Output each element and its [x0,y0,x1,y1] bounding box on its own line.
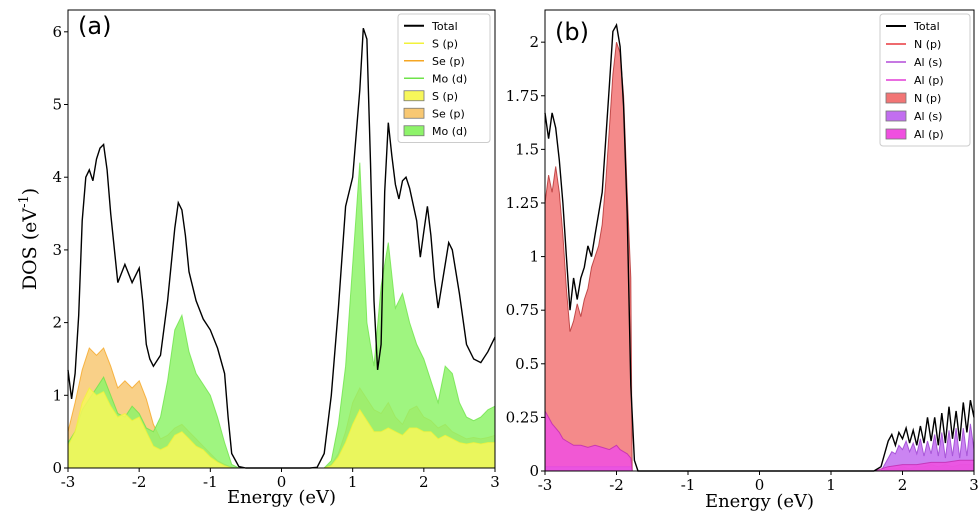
series-area-n-p [545,42,974,471]
y-axis-label-main: DOS (eV [19,208,41,291]
x-tick-label: 2 [898,476,908,494]
panel-b-x-axis-label: Energy (eV) [705,491,814,512]
legend-label: Total [913,20,940,33]
legend-label: Al (p) [914,74,944,87]
y-tick-label: 3 [52,241,62,259]
legend-label: S (p) [432,90,458,103]
legend-swatch-fill [885,92,907,104]
series-area-mo-d [68,162,495,468]
y-tick-label: 0.5 [515,355,539,373]
x-tick-label: 1 [348,473,358,491]
x-tick-label: -1 [681,476,696,494]
legend-label: Al (s) [914,110,942,123]
legend-swatch-fill [403,107,425,119]
panel-a-label: (a) [78,12,111,40]
y-tick-label: 0.25 [506,408,539,426]
y-tick-label: 6 [52,23,62,41]
y-axis-label: DOS (eV-1) [17,188,41,290]
y-tick-label: 5 [52,96,62,114]
x-tick-label: -3 [538,476,553,494]
x-tick-label: 1 [826,476,836,494]
y-tick-label: 0 [52,459,62,477]
x-tick-label: -2 [132,473,147,491]
y-tick-label: 2 [52,314,62,332]
x-tick-label: -1 [203,473,218,491]
panel-b-ticks: -3 -2 -1 0 1 2 3 0 0.25 0.5 0.75 1 1.25 1.5 1.75 2 [506,33,978,494]
y-tick-label: 0 [529,462,539,480]
legend-label: Se (p) [432,55,465,68]
y-tick-label: 1 [529,248,539,266]
panel-b-legend: Total N (p) Al (s) Al (p) N (p) Al (s) Al (p) [879,13,971,147]
y-tick-label: 4 [52,168,62,186]
legend-label: Mo (d) [432,125,467,138]
x-tick-label: 0 [755,476,765,494]
series-area-s-p [68,388,495,468]
x-tick-label: -2 [609,476,624,494]
y-axis-label-superscript: -1 [17,195,32,208]
panel-a-legend: Total S (p) Se (p) Mo (d) S (p) Se (p) Mo (d) [397,13,491,143]
legend-swatch-fill [403,125,425,137]
legend-label: Total [431,20,458,33]
x-tick-label: 2 [419,473,429,491]
legend-label: N (p) [914,38,941,51]
series-edge-al-p [544,410,974,472]
y-axis-label-close: ) [19,188,41,195]
y-tick-label: 1.25 [506,194,539,212]
y-tick-label: 1.75 [506,87,539,105]
legend-swatch-fill [403,90,425,102]
y-tick-label: 1.5 [515,140,539,158]
panel-a-ticks: -3 -2 -1 0 1 2 3 0 1 2 3 4 5 6 [52,23,499,491]
legend-label: Al (s) [914,56,942,69]
y-tick-label: 0.75 [506,301,539,319]
y-tick-label: 2 [529,33,539,51]
legend-label: S (p) [432,37,458,50]
x-tick-label: 0 [277,473,287,491]
legend-label: Mo (d) [432,72,467,85]
panel-b-label: (b) [555,18,589,46]
y-tick-label: 1 [52,386,62,404]
x-tick-label: 3 [969,476,978,494]
panel-a-x-axis-label: Energy (eV) [227,487,336,508]
x-tick-label: -3 [61,473,76,491]
legend-swatch-fill [885,128,907,140]
panel-b-series [544,22,975,472]
legend-label: Se (p) [432,107,465,120]
series-area-al-p [545,411,974,471]
legend-label: Al (p) [914,128,944,141]
legend-swatch-fill [885,110,907,122]
panel-a: -3 -2 -1 0 1 2 3 0 1 2 3 4 5 6 (a) Total S (p) Se (p) Mo… [52,9,500,508]
legend-label: N (p) [914,92,941,105]
x-tick-label: 3 [490,473,500,491]
